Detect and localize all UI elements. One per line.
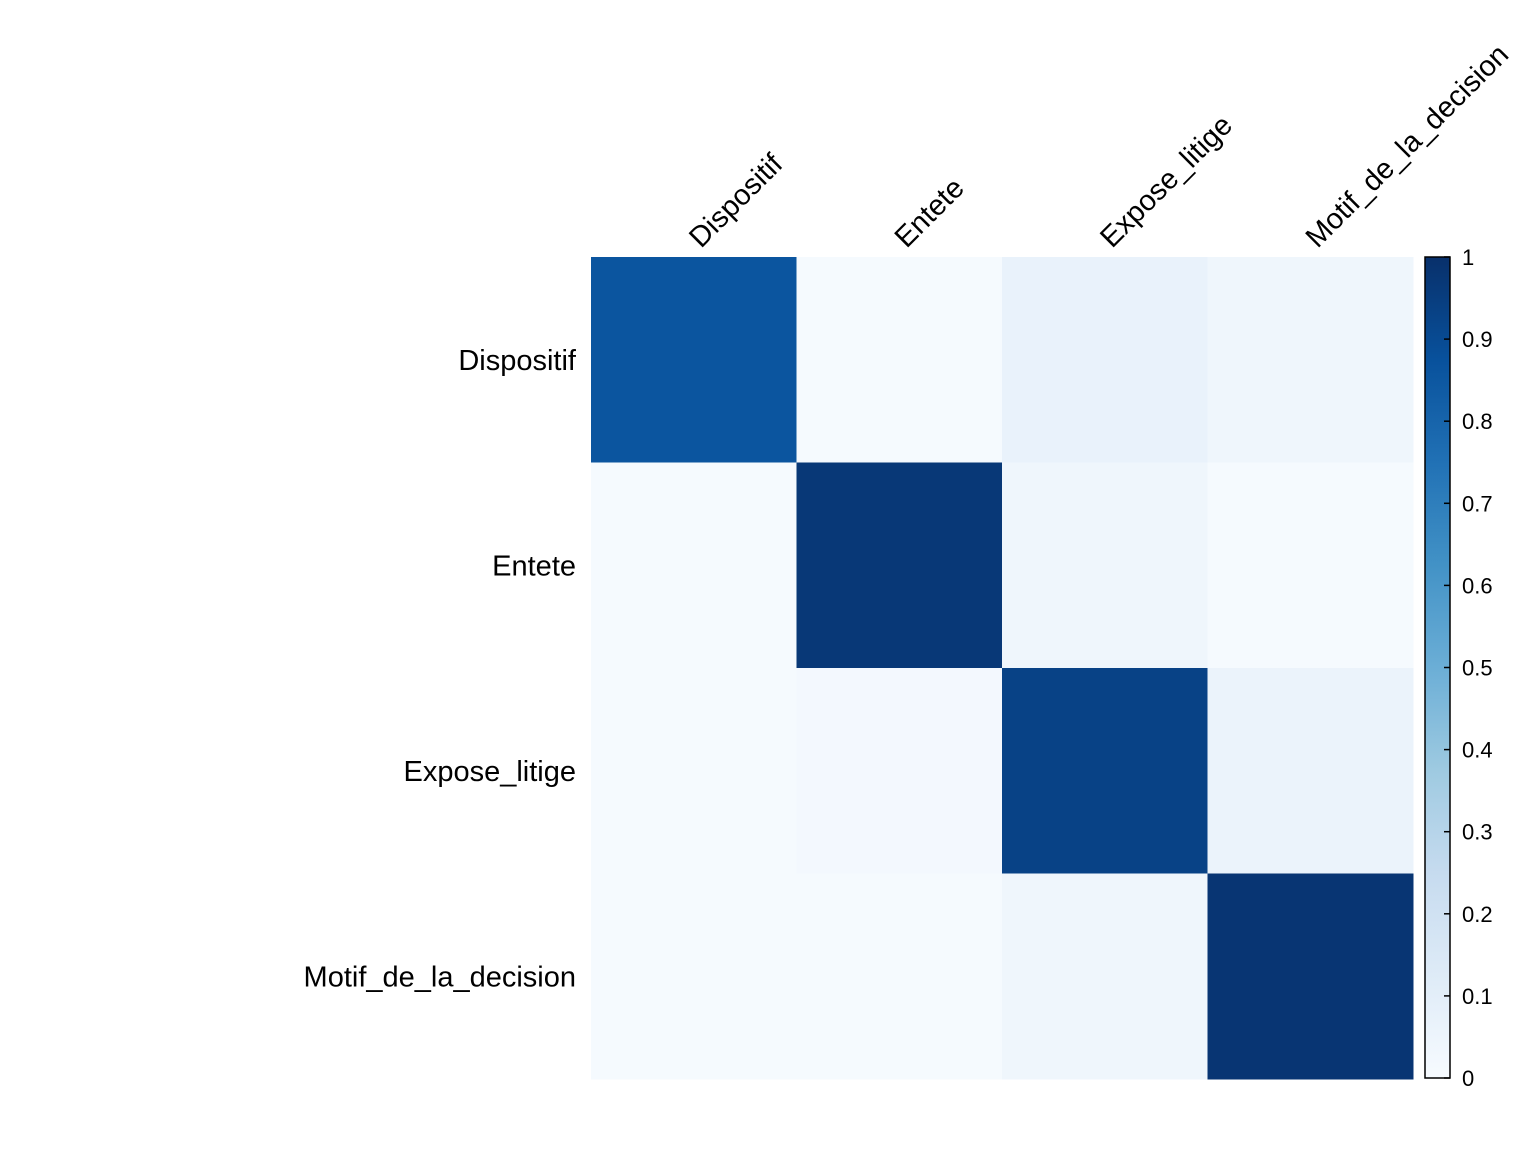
heatmap-cell-0-0 [591, 257, 797, 463]
heatmap-cell-1-3 [1207, 462, 1414, 669]
column-label-0: Dispositif [683, 147, 789, 253]
colorbar-tick-label-7: 0.7 [1462, 491, 1493, 516]
colorbar-tick-label-10: 1 [1462, 245, 1474, 270]
row-label-3: Motif_de_la_decision [304, 961, 576, 993]
colorbar-tick-label-5: 0.5 [1462, 656, 1493, 681]
colorbar-tick-label-0: 0 [1462, 1066, 1474, 1091]
heatmap-cell-3-1 [796, 873, 1003, 1080]
colorbar-tick-label-2: 0.2 [1462, 902, 1493, 927]
column-label-3: Motif_de_la_decision [1300, 39, 1515, 254]
column-label-2: Expose_litige [1094, 109, 1239, 254]
colorbar: 0 0.1 0.2 0.3 0.4 0.5 0.6 0.7 0.8 0.9 1 [1424, 245, 1493, 1091]
colorbar-tick-label-8: 0.8 [1462, 409, 1493, 434]
column-labels: Dispositif Entete Expose_litige Motif_de_la… [683, 39, 1515, 254]
heatmap-cell-3-2 [1002, 873, 1208, 1080]
heatmap-cell-3-3 [1207, 873, 1414, 1080]
colorbar-tick-label-6: 0.6 [1462, 573, 1493, 598]
row-labels: Dispositif Entete Expose_litige Motif_de_la… [304, 345, 577, 994]
heatmap-cells [591, 257, 1414, 1080]
heatmap-cell-2-0 [591, 668, 797, 874]
heatmap-cell-1-1 [796, 462, 1003, 669]
colorbar-tick-label-9: 0.9 [1462, 327, 1493, 352]
column-label-1: Entete [889, 172, 971, 254]
heatmap-cell-2-3 [1207, 668, 1414, 874]
heatmap-cell-2-2 [1002, 668, 1208, 874]
row-label-1: Entete [492, 550, 576, 582]
heatmap-cell-0-2 [1002, 257, 1208, 463]
heatmap-cell-0-1 [796, 257, 1003, 463]
colorbar-tick-label-3: 0.3 [1462, 820, 1493, 845]
heatmap-cell-2-1 [796, 668, 1003, 874]
heatmap-cell-1-0 [591, 462, 797, 669]
row-label-2: Expose_litige [404, 756, 577, 788]
colorbar-tick-label-1: 0.1 [1462, 984, 1493, 1009]
heatmap-cell-0-3 [1207, 257, 1414, 463]
colorbar-tick-label-4: 0.4 [1462, 738, 1493, 763]
row-label-0: Dispositif [458, 345, 577, 377]
heatmap-cell-1-2 [1002, 462, 1208, 669]
heatmap-cell-3-0 [591, 873, 797, 1080]
